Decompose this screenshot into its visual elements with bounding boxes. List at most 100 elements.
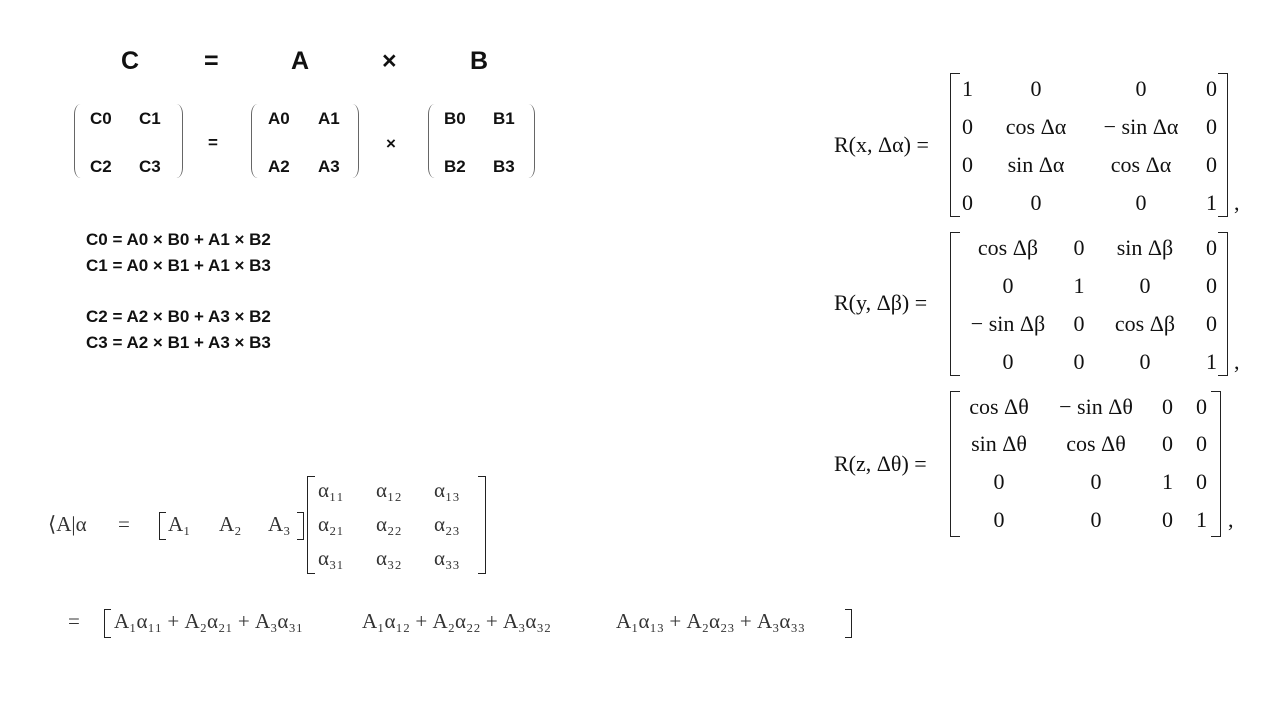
equation-line: C1 = A0 × B1 + A1 × B3 <box>86 256 271 275</box>
alpha-matrix-cell: α₃₃ <box>434 546 460 570</box>
row-vector-left-bracket <box>159 512 166 540</box>
rotation-y-comma: , <box>1234 349 1240 374</box>
rotation-z-right-bracket <box>1211 391 1221 537</box>
rotation-y-cell: 0 <box>1002 273 1014 298</box>
rotation-x-cell: 0 <box>1030 190 1042 215</box>
rotation-x-comma: , <box>1234 190 1240 215</box>
rotation-x-cell: 0 <box>1135 76 1147 101</box>
rotation-x-cell: cos Δα <box>1110 152 1172 177</box>
rotation-x-cell: 0 <box>962 152 973 177</box>
matrix-b-left-paren <box>428 104 441 178</box>
matrix-equals-sign: = <box>208 133 218 152</box>
alpha-matrix-cell: α₃₂ <box>376 546 402 570</box>
rotation-x-cell: sin Δα <box>1007 152 1065 177</box>
rotation-z-cell: cos Δθ <box>969 394 1029 419</box>
product-a-label: A <box>291 47 310 75</box>
result-entry: A₁α₁₃ + A₂α₂₃ + A₃α₃₃ <box>616 609 806 633</box>
alpha-matrix-cell: α₂₂ <box>376 512 402 536</box>
matrix-b-cell: B1 <box>493 109 515 128</box>
rotation-y-cell: sin Δβ <box>1116 235 1174 260</box>
matrix-c-left-paren <box>74 104 87 178</box>
alpha-matrix-cell: α₂₃ <box>434 512 460 536</box>
alpha-matrix-left-bracket <box>307 476 315 574</box>
rotation-z-cell: 1 <box>1196 507 1207 532</box>
rotation-x-cell: 1 <box>1206 190 1217 215</box>
result-right-bracket <box>845 609 852 638</box>
row-vector-entry: A₃ <box>268 512 291 536</box>
product-equals-sign: = <box>204 47 219 75</box>
row-vector-entry: A₁ <box>168 512 191 536</box>
rotation-x-cell: 1 <box>962 76 973 101</box>
matrix-b-right-paren <box>522 104 535 178</box>
equation-line: C2 = A2 × B0 + A3 × B2 <box>86 307 271 326</box>
rotation-x-cell: 0 <box>1206 114 1217 139</box>
rotation-x-left-bracket <box>950 73 960 217</box>
matrix-c-cell: C0 <box>90 109 112 128</box>
product-times-sign: × <box>382 47 397 75</box>
rotation-z-cell: 0 <box>1162 507 1173 532</box>
product-c-label: C <box>121 47 140 75</box>
rotation-x-cell: 0 <box>1206 152 1217 177</box>
matrix-c-cell: C2 <box>90 157 112 176</box>
rotation-y-cell: cos Δβ <box>977 235 1039 260</box>
result-entry: A₁α₁₂ + A₂α₂₂ + A₃α₃₂ <box>362 609 552 633</box>
rotation-y-label: R(y, Δβ) = <box>834 290 928 315</box>
alpha-matrix-cell: α₃₁ <box>318 546 344 570</box>
rotation-z-cell: 0 <box>1162 394 1173 419</box>
rotation-z-cell: cos Δθ <box>1066 431 1126 456</box>
rotation-x-label: R(x, Δα) = <box>834 132 929 157</box>
row-vector-entry: A₂ <box>219 512 242 536</box>
matrix-a-cell: A0 <box>268 109 290 128</box>
rotation-x-cell: 0 <box>962 114 973 139</box>
rotation-x-cell: 0 <box>1206 76 1217 101</box>
row-vector-right-bracket <box>297 512 304 540</box>
rotation-z-cell: 0 <box>1196 431 1207 456</box>
rotation-y-cell: 0 <box>1073 349 1085 374</box>
rotation-x-right-bracket <box>1218 73 1228 217</box>
equation-line: C0 = A0 × B0 + A1 × B2 <box>86 230 271 249</box>
result-left-bracket <box>104 609 111 638</box>
rotation-x-cell: 0 <box>1135 190 1147 215</box>
rotation-z-cell: 0 <box>993 507 1005 532</box>
rotation-y-left-bracket <box>950 232 960 376</box>
alpha-matrix-right-bracket <box>478 476 486 574</box>
result-entry: A₁α₁₁ + A₂α₂₁ + A₃α₃₁ <box>114 609 304 633</box>
rotation-z-cell: 0 <box>1090 469 1102 494</box>
equation-line: C3 = A2 × B1 + A3 × B3 <box>86 333 271 352</box>
rotation-y-cell: 0 <box>1073 311 1085 336</box>
rotation-z-comma: , <box>1228 507 1234 532</box>
rotation-z-cell: 0 <box>1090 507 1102 532</box>
rotation-x-cell: 0 <box>962 190 973 215</box>
result-equals-sign: = <box>68 609 80 633</box>
rotation-y-cell: 0 <box>1002 349 1014 374</box>
matrix-a-cell: A1 <box>318 109 340 128</box>
rotation-x-cell: 0 <box>1030 76 1042 101</box>
alpha-matrix-cell: α₂₁ <box>318 512 344 536</box>
rotation-y-cell: 1 <box>1073 273 1085 298</box>
rotation-z-cell: − sin Δθ <box>1059 394 1133 419</box>
alpha-matrix-cell: α₁₃ <box>434 478 460 502</box>
rotation-y-cell: − sin Δβ <box>970 311 1046 336</box>
rotation-y-cell: 1 <box>1206 349 1217 374</box>
rotation-z-cell: 0 <box>1196 469 1207 494</box>
rotation-y-cell: 0 <box>1073 235 1085 260</box>
rotation-y-cell: 0 <box>1139 273 1151 298</box>
bra-equals-sign: = <box>118 512 130 536</box>
rotation-y-cell: 0 <box>1139 349 1151 374</box>
rotation-y-cell: 0 <box>1206 273 1217 298</box>
rotation-z-cell: 0 <box>1196 394 1207 419</box>
rotation-y-cell: 0 <box>1206 235 1217 260</box>
rotation-z-cell: 1 <box>1162 469 1173 494</box>
matrix-times-sign: × <box>386 134 396 153</box>
rotation-z-left-bracket <box>950 391 960 537</box>
alpha-matrix-cell: α₁₂ <box>376 478 402 502</box>
rotation-z-cell: 0 <box>993 469 1005 494</box>
rotation-y-right-bracket <box>1218 232 1228 376</box>
matrix-a-right-paren <box>346 104 359 178</box>
matrix-a-cell: A3 <box>318 157 340 176</box>
rotation-y-cell: cos Δβ <box>1114 311 1176 336</box>
rotation-y-cell: 0 <box>1206 311 1217 336</box>
alpha-matrix-cell: α₁₁ <box>318 478 344 502</box>
rotation-x-cell: cos Δα <box>1005 114 1067 139</box>
product-b-label: B <box>470 47 489 75</box>
